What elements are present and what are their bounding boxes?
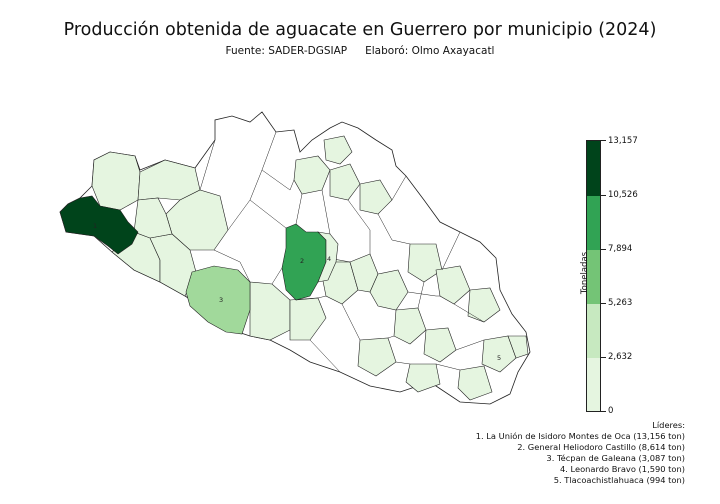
leader-item: 2. General Heliodoro Castillo (8,614 ton… (517, 442, 685, 452)
colorbar-segment-4 (587, 196, 600, 250)
municipality-leonardo-bravo (317, 231, 339, 283)
municipality-montana-2 (423, 327, 457, 363)
leaders-title: Líderes: (652, 420, 685, 430)
municipality-southeast-1 (507, 335, 529, 359)
municipality-la-union (59, 195, 139, 255)
municipality-north-2 (329, 163, 361, 201)
colorbar-tick-label: 10,526 (608, 190, 638, 200)
leader-item: 3. Técpan de Galeana (3,087 ton) (546, 453, 685, 463)
municipality-north-4 (323, 135, 353, 165)
leaders-legend: Líderes: 1. La Unión de Isidoro Montes d… (476, 420, 685, 486)
colorbar-segment-3 (587, 250, 600, 304)
leader-item: 4. Leonardo Bravo (1,590 ton) (559, 464, 685, 474)
leader-item: 1. La Unión de Isidoro Montes de Oca (13… (475, 431, 685, 441)
map-label-5: 5 (497, 354, 501, 362)
map-subtitle: Fuente: SADER-DGSIAP Elaboró: Olmo Axayac… (0, 45, 720, 57)
colorbar-tick-label: 2,632 (608, 352, 633, 362)
municipality-east-2 (435, 265, 471, 305)
municipality-costa-chica-2 (405, 363, 441, 393)
colorbar-tick-label: 5,263 (608, 298, 633, 308)
leader-item: 5. Tlacoachistlahuaca (994 ton) (553, 475, 685, 485)
colorbar-segment-1 (587, 358, 600, 411)
municipality-montana-1 (393, 307, 427, 345)
author-text: Elaboró: Olmo Axayacatl (365, 45, 495, 57)
municipality-north-3 (359, 179, 393, 215)
municipality-tlacoachistlahuaca (481, 335, 517, 373)
municipality-coyuca-de-catalan (91, 151, 141, 211)
map-label-3: 3 (219, 296, 223, 304)
source-text: Fuente: SADER-DGSIAP (225, 45, 348, 57)
colorbar-tick-label: 7,894 (608, 244, 633, 254)
municipality-zirandaro (137, 159, 201, 201)
map-label-4: 4 (327, 255, 331, 263)
colorbar-tick-label: 0 (608, 406, 614, 416)
colorbar-segment-5 (587, 141, 600, 196)
colorbar-tick-label: 13,157 (608, 136, 638, 146)
colorbar-segment-2 (587, 304, 600, 358)
municipality-costa-chica-3 (457, 365, 493, 401)
municipality-east-3 (467, 287, 501, 323)
municipality-east-1 (407, 243, 443, 283)
municipality-costa-chica-1 (357, 337, 397, 377)
colorbar (586, 140, 601, 412)
map-label-2: 2 (300, 257, 304, 265)
map-label-1: 1 (93, 222, 97, 230)
municipality-tecpan-de-galeana (185, 265, 251, 335)
colorbar-label: Toneladas (580, 251, 591, 295)
map-title: Producción obtenida de aguacate en Guerr… (63, 20, 657, 40)
